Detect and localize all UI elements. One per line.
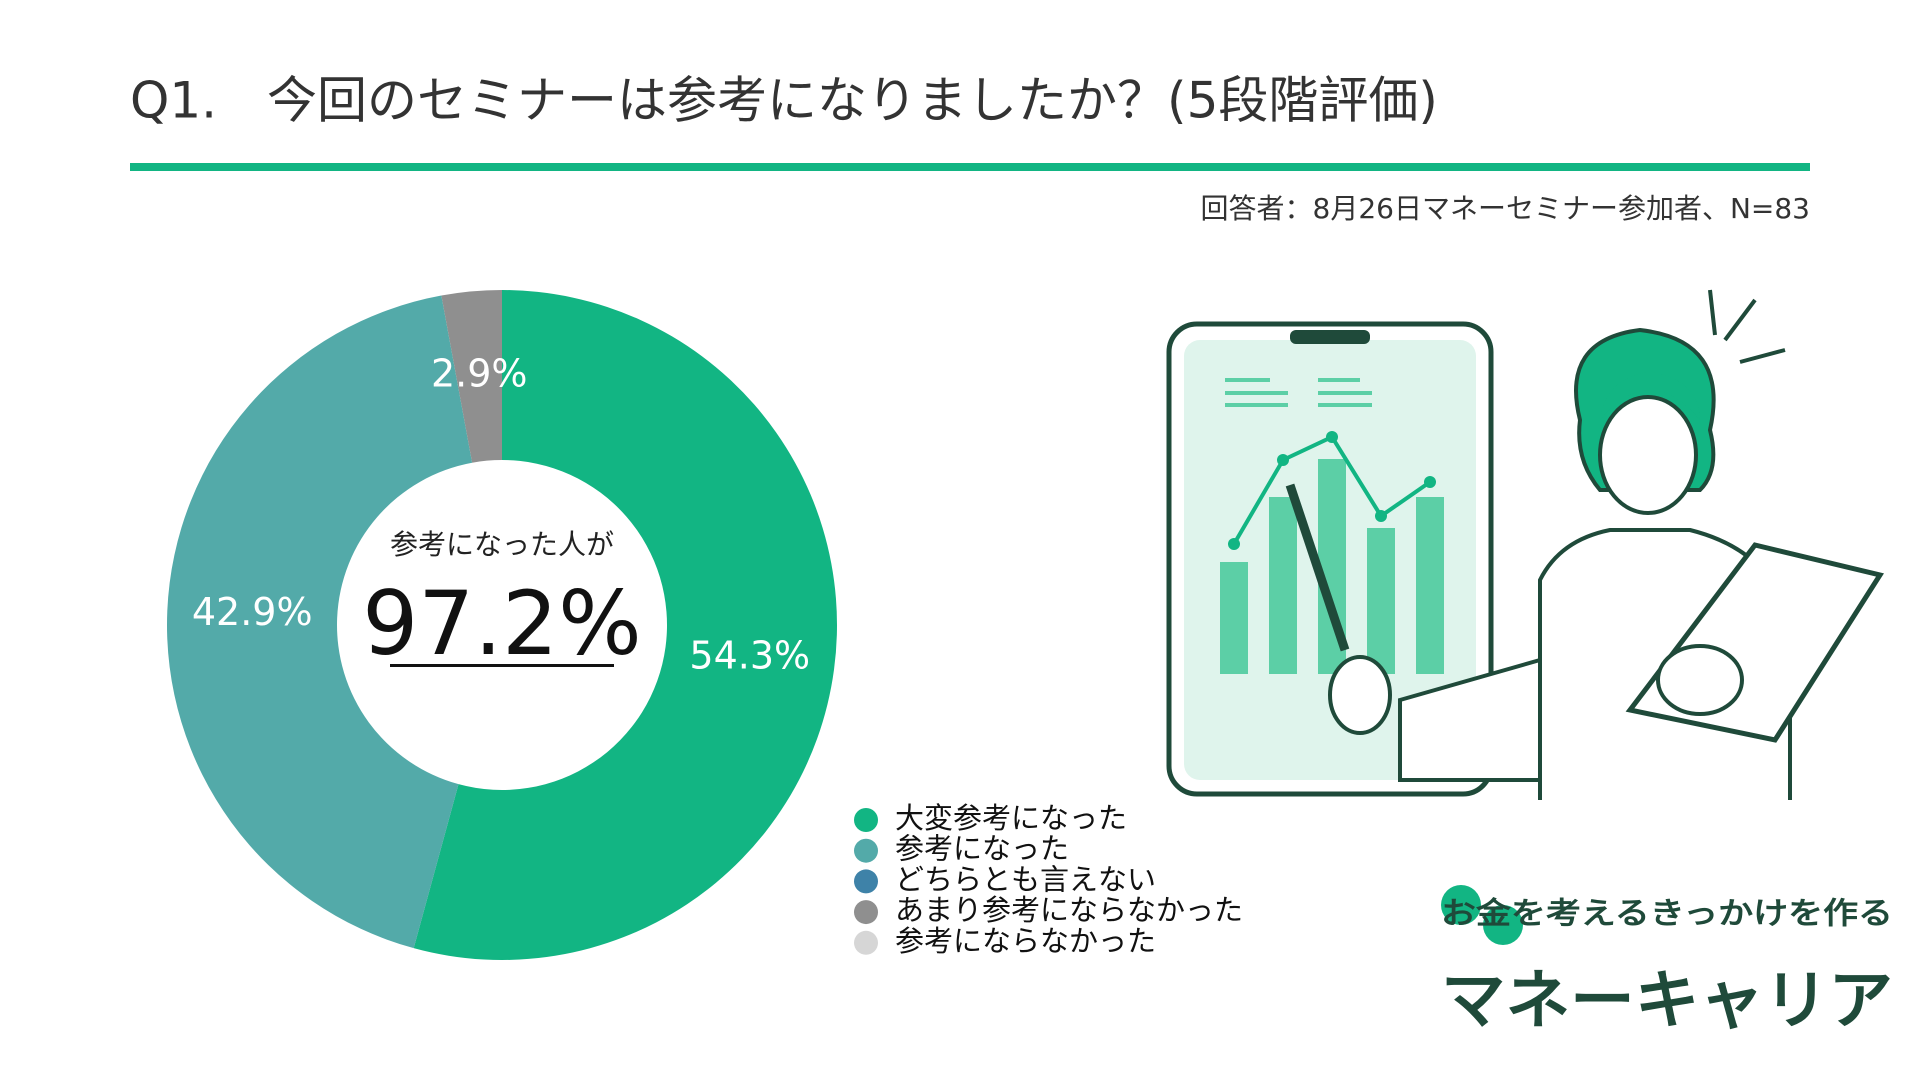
chart-subtitle: 回答者：8月26日マネーセミナー参加者、N=83 (1201, 192, 1810, 225)
chart-title: Q1. 今回のセミナーは参考になりましたか？(5段階評価) (130, 72, 1438, 130)
illustration (1166, 289, 1884, 800)
logo-badge (1441, 885, 1481, 925)
donut-slice (413, 290, 837, 960)
data-label: 2.9% (431, 352, 528, 396)
donut (166, 290, 837, 960)
donut-slice (166, 295, 473, 949)
legend-swatch (854, 808, 878, 832)
center-caption: 参考になった人が (390, 528, 614, 561)
legend-label: 参考になった (895, 832, 1069, 866)
data-label: 42.9% (192, 590, 313, 634)
legend-swatch (854, 869, 878, 894)
data-label: 54.3% (689, 634, 810, 678)
logo-badge (1483, 905, 1523, 945)
legend-swatch (854, 930, 878, 955)
legend-label: どちらとも言えない (895, 862, 1156, 896)
legend-label: 参考にならなかった (895, 924, 1156, 958)
legend-swatch (854, 900, 878, 925)
logo-tagline: お金を考えるきっかけを作る (1441, 897, 1893, 932)
legend-label: あまり参考にならなかった (895, 893, 1243, 927)
legend-label: 大変参考になった (895, 801, 1127, 835)
center-underline (390, 664, 614, 667)
donut-slice (441, 290, 502, 463)
center-label: 97.2% (362, 572, 642, 675)
title-rule (130, 163, 1810, 171)
logo-name: マネーキャリア (1441, 965, 1893, 1039)
legend-swatch (854, 838, 878, 863)
